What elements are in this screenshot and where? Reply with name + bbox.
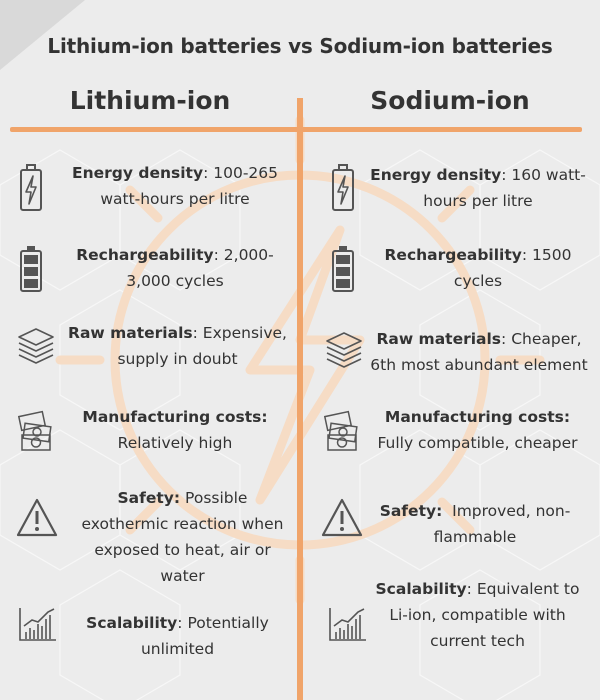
layers-icon <box>326 332 362 368</box>
item-label: Scalability <box>86 614 178 632</box>
money-icon <box>18 410 52 451</box>
item-label: Manufacturing costs: <box>82 408 268 426</box>
battery-full-icon <box>332 246 354 292</box>
item-value: Equivalent to Li-ion, compatible with cu… <box>389 580 580 650</box>
item-label: Rechargeability <box>76 246 214 264</box>
growth-chart-icon <box>329 608 366 641</box>
battery-bolt-icon <box>20 164 42 211</box>
li-raw-materials: Raw materials: Expensive, supply in doub… <box>68 324 287 368</box>
li-safety: Safety: Possible exothermic reaction whe… <box>80 485 285 589</box>
item-value: Relatively high <box>117 434 233 452</box>
battery-bolt-icon <box>332 164 354 211</box>
na-raw-materials: Raw materials: Cheaper, 6th most abundan… <box>370 330 588 374</box>
item-value: Cheaper, 6th most abundant element <box>370 330 588 374</box>
column-divider <box>297 98 303 700</box>
item-label: Raw materials <box>68 324 193 342</box>
item-label: Safety: <box>117 489 181 507</box>
item-value: 100-265 watt-hours per litre <box>100 164 278 208</box>
item-value: Potentially unlimited <box>140 614 269 658</box>
item-label: Rechargeability <box>384 246 522 264</box>
warning-icon <box>321 498 363 537</box>
item-value: 2,000-3,000 cycles <box>126 246 274 290</box>
header-divider <box>10 127 582 132</box>
item-value: Expensive, supply in doubt <box>117 324 287 368</box>
item-label: Raw materials <box>376 330 502 348</box>
li-scalability: Scalability: Potentially unlimited <box>86 614 269 658</box>
item-label: Manufacturing costs: <box>384 408 571 426</box>
na-energy-density: Energy density: 160 watt-hours per litre <box>370 166 586 210</box>
item-value: 160 watt-hours per litre <box>423 166 586 210</box>
growth-chart-icon <box>19 608 56 641</box>
li-rechargeability: Rechargeability: 2,000-3,000 cycles <box>76 246 274 290</box>
item-value: Fully compatible, cheaper <box>377 434 578 452</box>
battery-full-icon <box>20 246 42 292</box>
li-energy-density: Energy density: 100-265 watt-hours per l… <box>72 164 278 208</box>
na-scalability: Scalability: Equivalent to Li-ion, compa… <box>375 580 580 650</box>
na-safety: Safety: Improved, non-flammable <box>375 498 575 550</box>
item-value: Possible exothermic reaction when expose… <box>81 489 284 585</box>
layers-icon <box>18 328 54 364</box>
li-manufacturing-costs: Manufacturing costs: Relatively high <box>70 404 280 456</box>
item-value: Improved, non-flammable <box>433 502 571 546</box>
money-icon <box>324 410 358 451</box>
item-value: 1500 cycles <box>453 246 572 290</box>
item-label: Safety: <box>379 502 443 520</box>
na-manufacturing-costs: Manufacturing costs: Fully compatible, c… <box>370 404 585 456</box>
page-title: Lithium-ion batteries vs Sodium-ion batt… <box>47 34 553 58</box>
sodium-heading: Sodium-ion <box>370 86 530 115</box>
na-rechargeability: Rechargeability: 1500 cycles <box>384 246 572 290</box>
warning-icon <box>16 498 58 537</box>
item-label: Scalability <box>375 580 467 598</box>
lithium-heading: Lithium-ion <box>69 86 231 115</box>
item-label: Energy density <box>72 164 204 182</box>
item-label: Energy density <box>370 166 502 184</box>
